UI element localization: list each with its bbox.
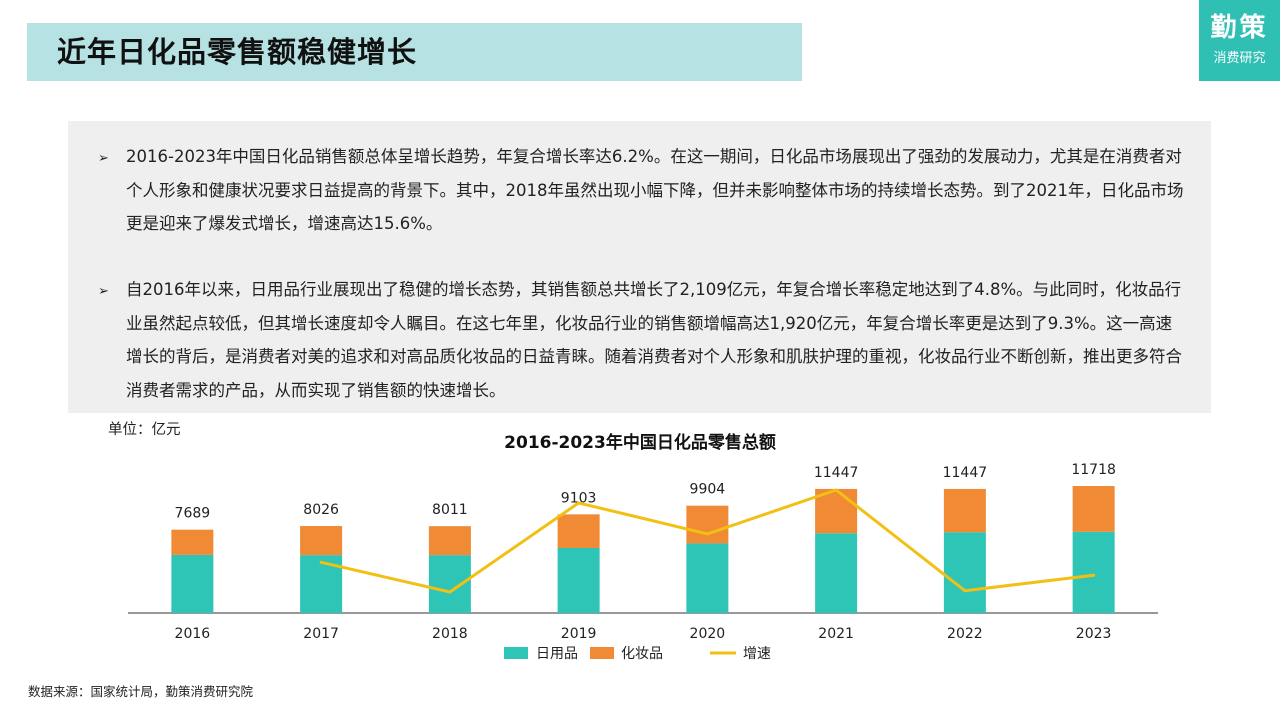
bar-daily-2022 [943, 532, 986, 613]
title-bar: 近年日化品零售额稳健增长 [27, 23, 802, 81]
legend-swatch-daily [504, 647, 528, 659]
brand-subtitle: 消费研究 [1213, 51, 1266, 66]
chart-title: 2016-2023年中国日化品零售总额 [504, 433, 776, 453]
data-label-2023: 11718 [1071, 462, 1116, 478]
x-tick-label-2022: 2022 [947, 626, 983, 642]
summary-paragraph-2: 自2016年以来，日用品行业展现出了稳健的增长态势，其销售额总共增长了2,109… [126, 280, 1182, 400]
unit-label: 单位：亿元 [108, 422, 181, 438]
bar-daily-2016 [171, 554, 214, 613]
data-source: 数据来源：国家统计局，勤策消费研究院 [28, 684, 254, 699]
bar-cosmetics-2018 [428, 526, 471, 556]
bar-daily-2020 [686, 543, 729, 613]
growth-point-2019 [577, 501, 581, 505]
bar-daily-2021 [815, 533, 858, 613]
data-label-2019: 9103 [561, 490, 597, 506]
legend-swatch-cosmetics [590, 647, 614, 659]
data-label-2022: 11447 [943, 465, 988, 481]
data-label-2016: 7689 [175, 506, 211, 522]
bar-daily-2023 [1072, 531, 1115, 613]
bar-cosmetics-2023 [1072, 486, 1115, 532]
bar-cosmetics-2022 [943, 488, 986, 533]
legend-label-growth: 增速 [743, 646, 771, 662]
bar-cosmetics-2020 [686, 505, 729, 544]
growth-point-2023 [1092, 573, 1096, 577]
x-tick-label-2018: 2018 [432, 626, 468, 642]
bar-daily-2018 [428, 555, 471, 613]
page-title: 近年日化品零售额稳健增长 [57, 35, 418, 69]
bar-cosmetics-2019 [557, 514, 600, 548]
legend-label-daily: 日用品 [536, 646, 578, 662]
data-label-2017: 8026 [303, 502, 339, 518]
bar-daily-2019 [557, 547, 600, 613]
x-tick-label-2017: 2017 [303, 626, 339, 642]
x-tick-label-2023: 2023 [1076, 626, 1112, 642]
growth-point-2022 [963, 589, 967, 593]
x-tick-label-2020: 2020 [690, 626, 726, 642]
summary-paragraph-1: 2016-2023年中国日化品销售额总体呈增长趋势，年复合增长率达6.2%。在这… [126, 147, 1184, 233]
data-label-2021: 11447 [814, 465, 859, 481]
growth-point-2021 [834, 488, 838, 492]
data-label-2018: 8011 [432, 502, 468, 518]
brand-logo: 勤策 消费研究 [1199, 0, 1280, 81]
legend-label-cosmetics: 化妆品 [621, 646, 663, 662]
x-tick-label-2016: 2016 [175, 626, 211, 642]
summary-textbox: ➢ 2016-2023年中国日化品销售额总体呈增长趋势，年复合增长率达6.2%。… [68, 121, 1211, 413]
x-tick-label-2021: 2021 [818, 626, 854, 642]
bar-cosmetics-2016 [171, 529, 214, 555]
bar-cosmetics-2017 [300, 526, 343, 556]
bullet-icon: ➢ [98, 151, 109, 166]
data-label-2020: 9904 [690, 482, 726, 498]
growth-point-2018 [448, 590, 452, 594]
bullet-icon: ➢ [98, 284, 109, 299]
growth-point-2017 [319, 560, 323, 564]
x-tick-label-2019: 2019 [561, 626, 597, 642]
brand-name: 勤策 [1210, 13, 1269, 43]
growth-point-2020 [705, 532, 709, 536]
